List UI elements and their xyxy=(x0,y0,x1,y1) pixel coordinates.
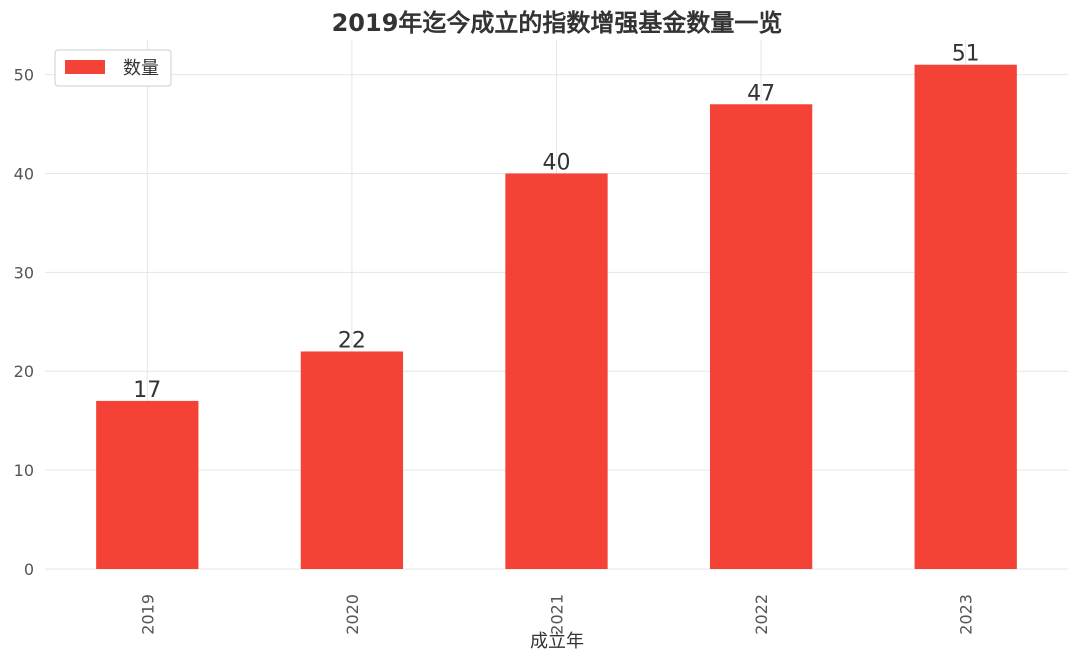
bar xyxy=(914,64,1017,569)
legend: 数量 xyxy=(54,49,172,87)
x-tick-label: 2020 xyxy=(343,594,362,635)
chart-title: 2019年迄今成立的指数增强基金数量一览 xyxy=(332,9,783,37)
legend-frame xyxy=(54,49,172,87)
legend-label: 数量 xyxy=(123,58,159,79)
data-label: 17 xyxy=(133,378,161,403)
y-tick-label: 30 xyxy=(14,263,34,282)
data-label: 47 xyxy=(747,81,775,106)
y-axis-ticks: 0 10 20 30 40 50 xyxy=(14,66,34,579)
y-tick-label: 50 xyxy=(14,66,34,85)
bar xyxy=(505,173,608,570)
data-labels: 17 22 40 47 51 xyxy=(133,42,979,403)
x-tick-label: 2023 xyxy=(957,594,976,635)
data-label: 51 xyxy=(952,42,980,67)
bar xyxy=(96,400,199,569)
bars xyxy=(96,64,1017,570)
x-tick-label: 2022 xyxy=(752,594,771,635)
legend-swatch xyxy=(65,60,105,74)
bar xyxy=(709,104,813,569)
y-tick-label: 0 xyxy=(24,560,34,579)
x-tick-label: 2021 xyxy=(548,594,567,635)
bar xyxy=(300,351,404,569)
x-axis-ticks: 2019 2020 2021 2022 2023 xyxy=(138,594,975,635)
data-label: 22 xyxy=(338,328,366,353)
y-tick-label: 20 xyxy=(14,362,34,381)
data-label: 40 xyxy=(543,150,571,175)
y-tick-label: 10 xyxy=(14,461,34,480)
x-axis-label: 成立年 xyxy=(530,631,584,652)
x-tick-label: 2019 xyxy=(138,594,157,635)
y-tick-label: 40 xyxy=(14,164,34,183)
